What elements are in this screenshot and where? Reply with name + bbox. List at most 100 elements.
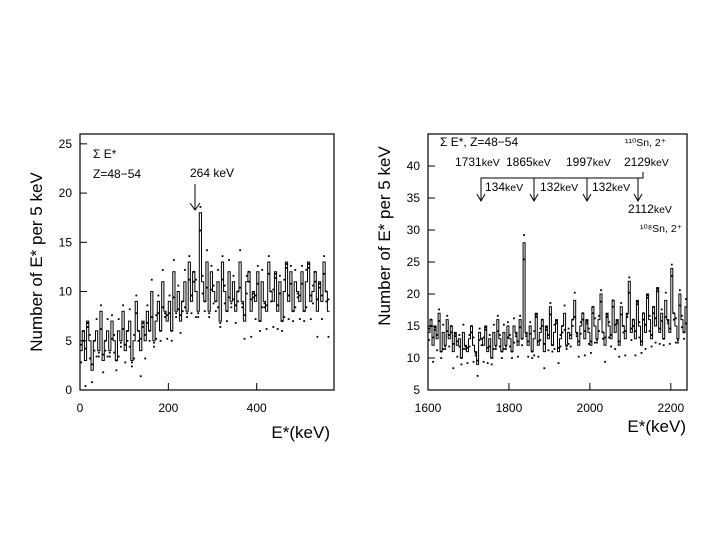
data-point <box>161 306 164 309</box>
data-point <box>438 308 440 311</box>
left-legend-line-1: Σ E* <box>93 147 117 161</box>
data-point <box>505 348 507 350</box>
data-point <box>567 327 570 330</box>
arrow-head-1865 <box>529 193 539 203</box>
data-point <box>474 354 477 357</box>
data-point <box>314 280 317 283</box>
left-y-axis-title: Number of E* per 5 keV <box>27 172 46 352</box>
data-point <box>327 298 330 301</box>
data-point <box>662 344 665 347</box>
data-point <box>581 312 584 315</box>
right-peak-label-2112: 2112keV <box>628 202 672 216</box>
data-point <box>545 328 548 331</box>
data-point <box>561 325 564 327</box>
data-point <box>146 304 149 307</box>
data-point <box>168 312 171 315</box>
y-tick-label: 35 <box>407 191 421 205</box>
data-point <box>616 322 619 325</box>
data-point <box>325 300 328 303</box>
data-point <box>492 348 495 350</box>
data-point <box>685 322 687 325</box>
data-point <box>519 314 521 317</box>
right-isotope-label-sn108: ¹⁰⁸Sn, 2⁺ <box>640 223 683 235</box>
data-point <box>590 340 592 343</box>
data-point <box>503 323 505 326</box>
data-point <box>533 354 536 357</box>
data-point <box>628 291 631 294</box>
data-point <box>507 321 509 324</box>
data-point <box>472 360 475 363</box>
data-point <box>517 340 519 343</box>
data-point <box>195 316 197 318</box>
data-point <box>501 350 503 353</box>
data-point <box>179 332 182 334</box>
data-point <box>108 351 111 354</box>
data-point <box>122 304 124 307</box>
data-point <box>214 310 217 313</box>
data-point <box>652 305 655 308</box>
data-point <box>217 269 219 271</box>
data-point <box>468 334 471 336</box>
data-point <box>529 321 532 324</box>
data-point <box>640 352 643 354</box>
data-point <box>559 345 562 348</box>
data-point <box>436 334 438 336</box>
data-point <box>511 357 513 359</box>
x-tick-label: 1600 <box>415 401 442 415</box>
data-point <box>108 355 111 358</box>
data-point <box>226 310 228 313</box>
data-point <box>563 328 566 331</box>
data-point <box>527 340 530 343</box>
data-point <box>434 328 436 331</box>
data-point <box>486 362 489 364</box>
data-point <box>606 316 608 318</box>
data-point <box>432 360 434 363</box>
data-point <box>525 332 527 335</box>
data-point <box>519 326 521 329</box>
data-point <box>261 269 264 271</box>
data-point <box>175 316 177 318</box>
data-point <box>173 259 175 261</box>
data-point <box>256 282 259 285</box>
data-point <box>571 325 574 327</box>
data-point <box>188 255 191 257</box>
data-point <box>547 334 550 336</box>
data-point <box>642 312 645 315</box>
data-point <box>243 314 246 317</box>
data-point <box>301 282 303 285</box>
data-point <box>206 249 208 252</box>
data-point <box>604 360 606 363</box>
data-point <box>283 278 286 281</box>
data-point <box>640 340 643 343</box>
data-point <box>161 269 164 271</box>
data-point <box>660 308 663 311</box>
arrow-head-2129 <box>633 193 643 203</box>
data-point <box>438 320 440 322</box>
data-point <box>305 269 308 271</box>
data-point <box>321 318 323 320</box>
right-axis-ticks: 1600 1800 2000 2200 5 10 15 20 25 30 35 40 <box>407 159 685 415</box>
data-point <box>670 263 673 266</box>
data-point <box>430 318 432 321</box>
data-point <box>575 332 578 335</box>
data-point <box>159 339 162 342</box>
data-point <box>648 314 651 317</box>
data-point <box>683 337 685 340</box>
data-point <box>501 357 503 359</box>
data-point <box>120 341 122 344</box>
data-point <box>505 345 507 348</box>
data-point <box>80 343 82 346</box>
data-point <box>590 352 592 354</box>
data-point <box>650 334 653 336</box>
data-point <box>102 353 105 356</box>
data-point <box>555 322 558 325</box>
data-point <box>206 286 208 289</box>
data-point <box>175 312 177 315</box>
data-point <box>219 326 222 328</box>
data-point <box>478 339 481 341</box>
data-point <box>604 336 606 339</box>
data-point <box>464 348 467 350</box>
x-tick-label: 2000 <box>577 401 604 415</box>
data-point <box>666 320 669 322</box>
data-point <box>652 312 655 315</box>
